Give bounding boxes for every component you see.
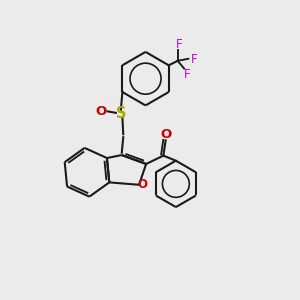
Text: F: F	[176, 38, 182, 51]
Text: F: F	[184, 68, 190, 81]
Text: O: O	[95, 106, 106, 118]
Text: O: O	[137, 178, 147, 191]
Text: O: O	[160, 128, 171, 141]
Text: S: S	[116, 106, 126, 121]
Text: F: F	[191, 53, 198, 66]
